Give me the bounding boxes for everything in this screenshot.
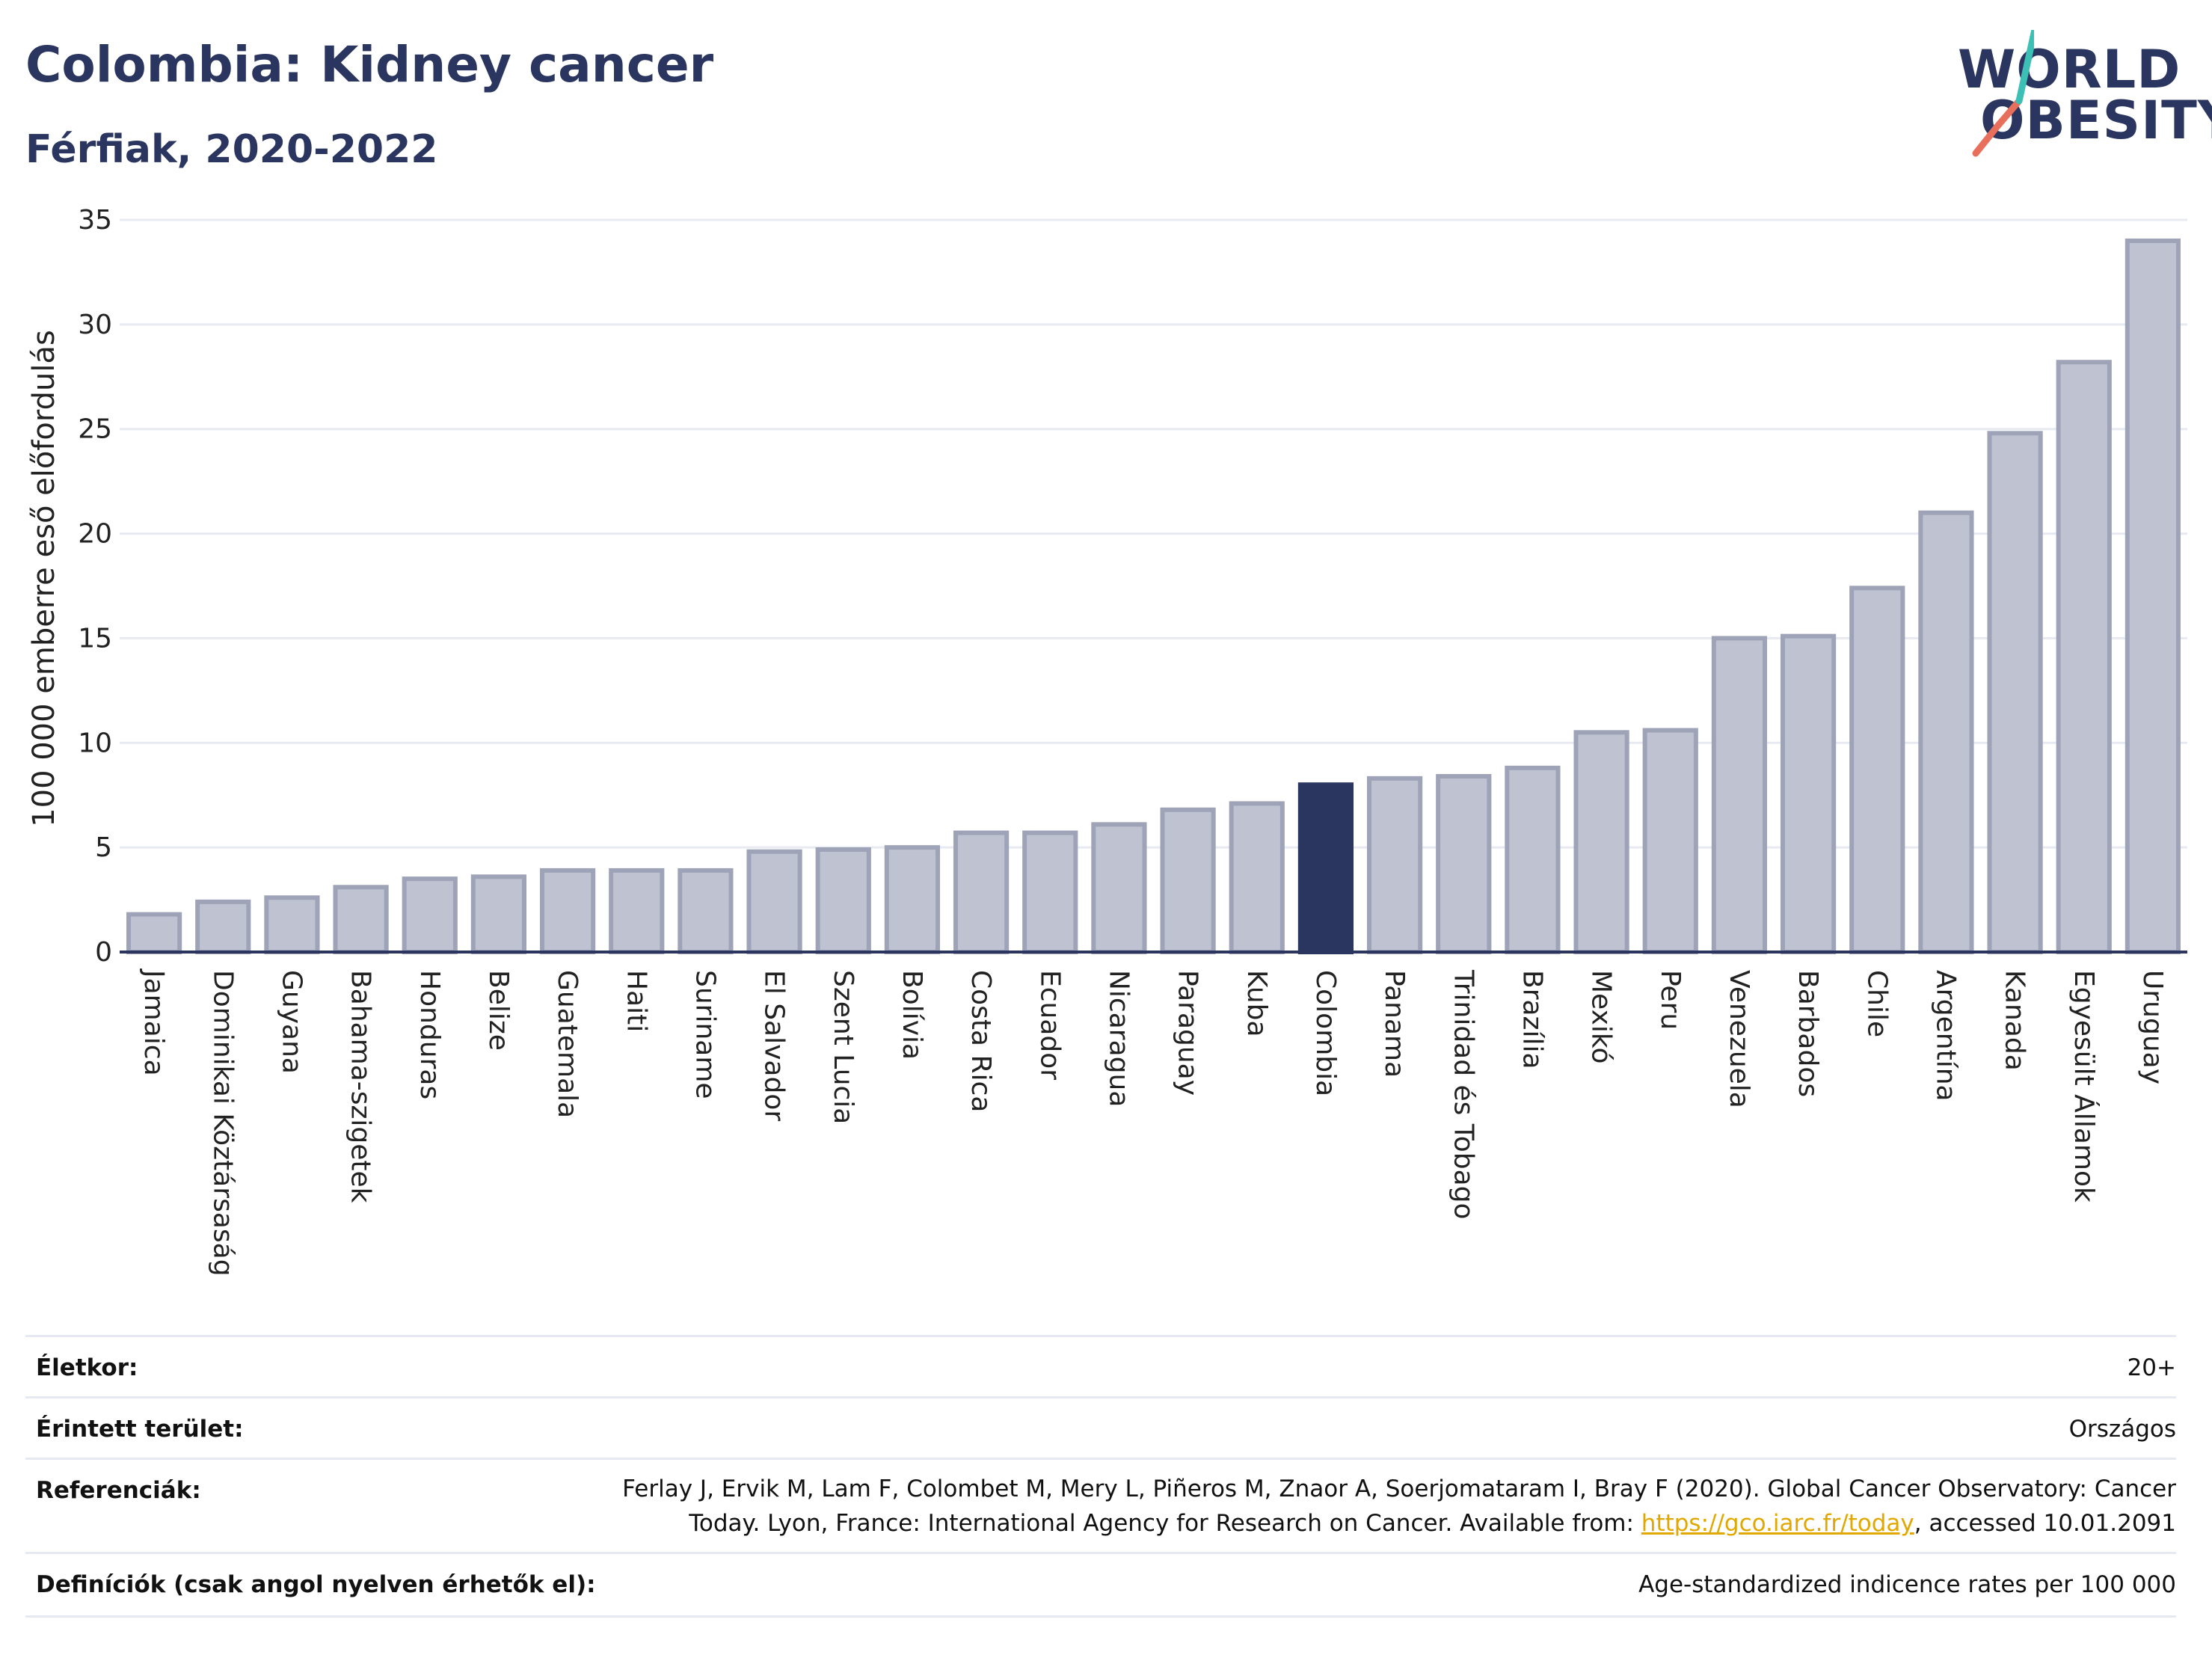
references-line2-text: Today. Lyon, France: International Agenc… <box>689 1510 1641 1537</box>
x-tick-label: Haiti <box>621 970 651 1032</box>
bar <box>678 868 734 954</box>
x-tick-label: El Salvador <box>759 970 790 1121</box>
x-tick-label: Egyesült Államok <box>2068 970 2100 1203</box>
age-label: Életkor: <box>36 1354 138 1381</box>
x-tick-label: Peru <box>1655 970 1686 1030</box>
bar <box>953 830 1010 955</box>
bar <box>1711 636 1768 955</box>
y-tick-label: 20 <box>78 519 112 550</box>
bar <box>1297 782 1354 954</box>
bar <box>1849 586 1905 954</box>
y-tick-label: 15 <box>78 623 112 654</box>
bar <box>539 868 596 954</box>
x-tick-label: Paraguay <box>1173 970 1203 1096</box>
chart-title: Colombia: Kidney cancer <box>25 36 714 93</box>
x-tick-label: Panama <box>1379 970 1410 1078</box>
y-tick-label: 25 <box>78 414 112 445</box>
meta-row-area: Érintett terület: Országos <box>25 1396 2176 1460</box>
x-tick-label: Kanada <box>2000 970 2030 1071</box>
chart-subtitle: Férfiak, 2020-2022 <box>25 127 438 172</box>
bar <box>1642 728 1698 954</box>
x-tick-label: Costa Rica <box>965 970 996 1112</box>
bar <box>1022 830 1078 955</box>
x-tick-label: Argentína <box>1930 970 1961 1102</box>
x-tick-label: Colombia <box>1310 970 1341 1096</box>
references-line2: Today. Lyon, France: International Agenc… <box>622 1506 2176 1541</box>
y-tick-label: 0 <box>95 937 112 968</box>
x-tick-label: Dominikai Köztársaság <box>207 970 238 1277</box>
bar <box>884 845 941 954</box>
definitions-label: Definíciók (csak angol nyelven érhetők e… <box>36 1571 596 1598</box>
bar <box>746 849 802 955</box>
x-tick-label: Uruguay <box>2137 970 2168 1084</box>
x-tick-label: Nicaragua <box>1103 970 1134 1107</box>
bar <box>1987 431 2043 954</box>
x-tick-label: Guatemala <box>552 970 583 1118</box>
definitions-value: Age-standardized indicence rates per 100… <box>1638 1571 2176 1598</box>
references-accessed: , accessed 10.01.2091 <box>1914 1510 2176 1537</box>
meta-row-definitions: Definíciók (csak angol nyelven érhetők e… <box>25 1552 2176 1618</box>
area-label: Érintett terület: <box>36 1416 244 1443</box>
x-tick-label: Guyana <box>276 970 307 1074</box>
meta-row-references: Referenciák: Ferlay J, Ervik M, Lam F, C… <box>25 1458 2176 1554</box>
bar <box>402 876 458 954</box>
bar <box>1505 765 1561 955</box>
references-label: Referenciák: <box>36 1477 201 1504</box>
meta-row-age: Életkor: 20+ <box>25 1335 2176 1398</box>
x-tick-label: Chile <box>1861 970 1892 1037</box>
x-tick-label: Barbados <box>1792 970 1823 1097</box>
x-tick-label: Brazília <box>1517 970 1547 1069</box>
bar <box>1091 822 1147 954</box>
x-tick-label: Suriname <box>689 970 720 1099</box>
bar <box>1160 807 1216 955</box>
bar <box>1436 774 1492 955</box>
bar <box>333 885 389 954</box>
x-tick-label: Honduras <box>414 970 445 1099</box>
references-value: Ferlay J, Ervik M, Lam F, Colombet M, Me… <box>622 1472 2176 1541</box>
y-tick-label: 5 <box>95 832 112 863</box>
x-tick-label: Bolívia <box>897 970 927 1060</box>
x-tick-label: Belize <box>483 970 514 1051</box>
references-line1: Ferlay J, Ervik M, Lam F, Colombet M, Me… <box>622 1476 2176 1502</box>
x-tick-label: Jamaica <box>138 968 169 1076</box>
bar <box>1366 776 1423 955</box>
y-axis-label: 100 000 emberre eső előfordulás <box>27 330 61 827</box>
bar <box>609 868 665 954</box>
bar <box>264 895 320 955</box>
x-tick-label: Bahama-szigetek <box>345 970 376 1203</box>
x-tick-label: Venezuela <box>1724 970 1754 1108</box>
bar <box>1918 510 1974 954</box>
x-tick-label: Ecuador <box>1034 970 1065 1080</box>
y-tick-label: 30 <box>78 310 112 340</box>
bar <box>1780 633 1837 954</box>
bar <box>2056 360 2112 955</box>
x-tick-label: Mexikó <box>1586 970 1617 1063</box>
y-tick-label: 10 <box>78 728 112 758</box>
logo-line1: WORLD <box>1958 39 2181 100</box>
bar <box>195 899 251 954</box>
y-tick-label: 35 <box>78 205 112 236</box>
bar-chart: 0 5 10 15 20 25 30 35 100 000 emberre eső előfor… <box>27 205 2187 1277</box>
age-value: 20+ <box>2127 1354 2176 1381</box>
logo-slash-icon <box>1972 30 2034 157</box>
bar <box>1573 730 1629 954</box>
bar <box>815 847 871 954</box>
bar <box>1229 801 1285 954</box>
bar <box>2125 238 2181 954</box>
bar <box>470 874 527 954</box>
x-tick-label: Trinidad és Tobago <box>1448 969 1478 1220</box>
x-tick-label: Kuba <box>1241 970 1272 1037</box>
area-value: Országos <box>2068 1416 2176 1443</box>
x-tick-label: Szent Lucia <box>828 970 858 1124</box>
bar <box>126 912 182 955</box>
world-obesity-logo: WORLD OBESITY <box>1944 30 2212 165</box>
references-link[interactable]: https://gco.iarc.fr/today <box>1641 1510 1914 1537</box>
